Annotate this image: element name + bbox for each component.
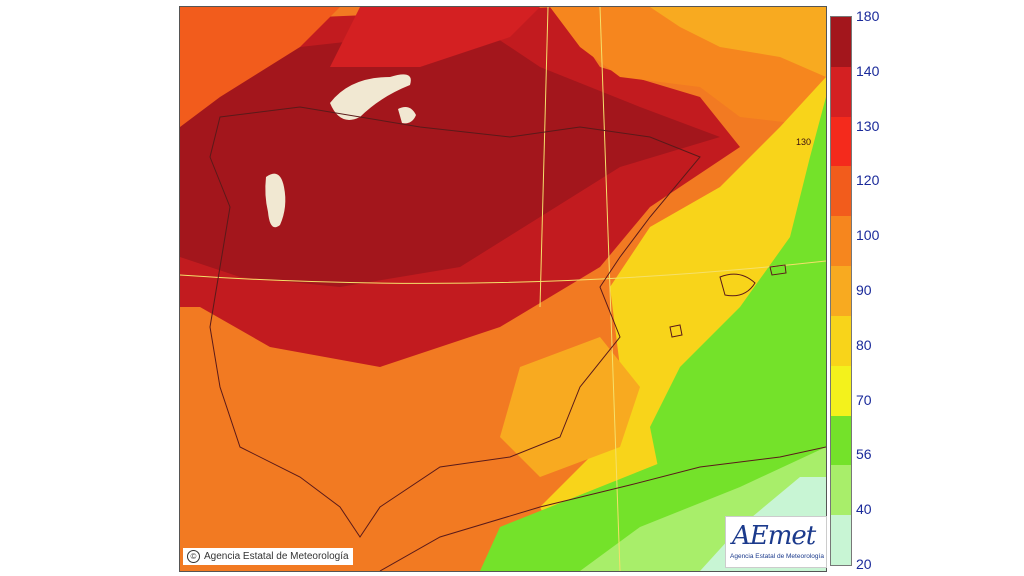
legend-label-180: 180	[856, 8, 880, 24]
region-130-n	[330, 7, 540, 67]
copyright-icon: ©	[187, 550, 200, 563]
region-140	[180, 27, 720, 287]
legend-label-130: 130	[856, 117, 880, 134]
region-180-a	[330, 74, 411, 120]
longitude-line-2	[599, 7, 621, 571]
legend-band-80	[831, 315, 851, 367]
wind-gust-map: 130	[179, 6, 827, 572]
legend-band-70	[831, 365, 851, 417]
mallorca-outline	[719, 273, 756, 297]
legend-label-140: 140	[856, 62, 880, 79]
legend-band-180	[831, 17, 851, 68]
legend-band-120	[831, 166, 851, 217]
legend-band-140	[831, 66, 851, 118]
region-120-nw	[180, 7, 340, 127]
legend-band-130	[831, 116, 851, 167]
map-canvas	[180, 7, 826, 571]
legend-label-40: 40	[856, 501, 872, 518]
legend-label-90: 90	[856, 282, 872, 298]
copyright-text: Agencia Estatal de Meteorología	[204, 551, 349, 562]
legend-band-20	[831, 515, 851, 566]
legend-band-100	[831, 216, 851, 267]
legend-bar	[830, 16, 852, 566]
legend-band-40	[831, 465, 851, 516]
region-90-ne	[650, 7, 826, 77]
logo-subtitle: Agencia Estatal de Meteorología	[730, 553, 824, 560]
legend-band-90	[831, 266, 851, 317]
ibiza-outline	[669, 324, 683, 338]
africa-coastline	[379, 446, 826, 571]
region-90-south	[500, 337, 640, 477]
menorca-outline	[769, 264, 787, 276]
legend-label-70: 70	[856, 391, 872, 408]
region-180-c	[398, 107, 416, 124]
coastline	[209, 106, 701, 538]
latitude-line	[180, 260, 826, 284]
region-180-b	[265, 173, 286, 228]
legend-label-120: 120	[856, 172, 880, 189]
legend-band-56	[831, 415, 851, 466]
logo-name: AEmet	[732, 521, 816, 551]
copyright-notice: © Agencia Estatal de Meteorología	[183, 548, 353, 565]
region-56-east	[650, 97, 826, 477]
map-label: 130	[796, 137, 812, 147]
legend-label-20: 20	[856, 556, 872, 572]
aemet-logo: AEmet Agencia Estatal de Meteorología	[725, 516, 827, 568]
legend-label-56: 56	[856, 446, 872, 463]
longitude-line-1	[539, 7, 549, 308]
legend-label-100: 100	[856, 227, 880, 244]
legend-label-80: 80	[856, 336, 872, 353]
